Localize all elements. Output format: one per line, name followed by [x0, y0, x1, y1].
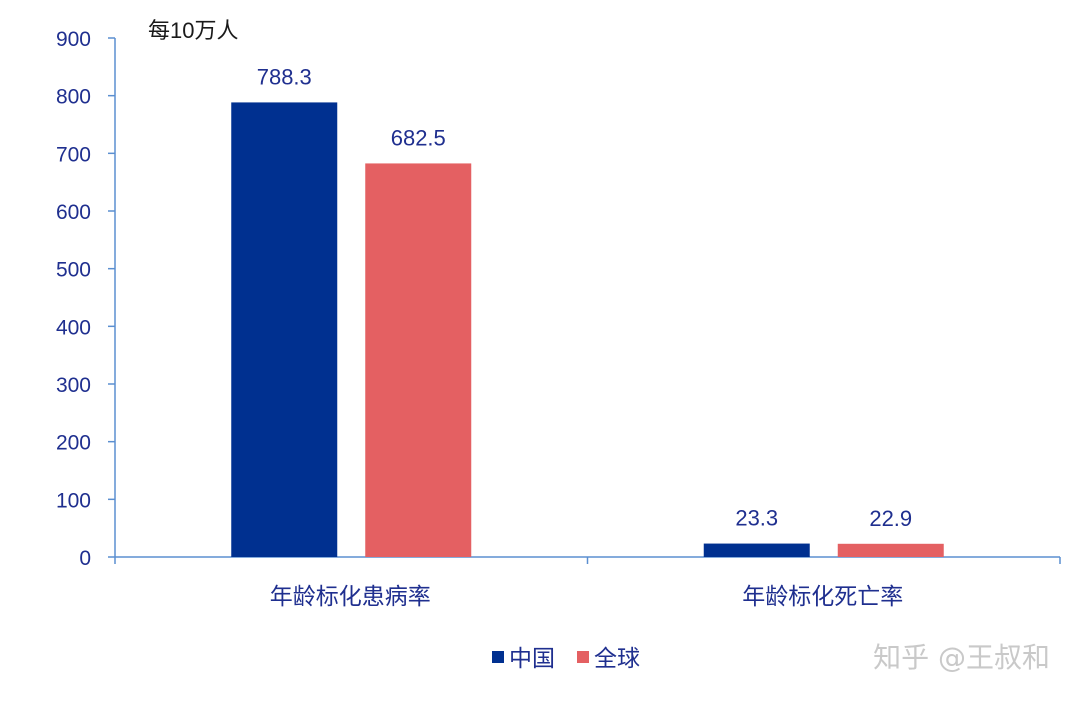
bar-全球-年龄标化患病率	[365, 163, 472, 558]
data-label: 23.3	[735, 506, 778, 531]
x-category-label: 年龄标化死亡率	[742, 583, 903, 609]
x-axis: 年龄标化患病率 年龄标化死亡率	[114, 556, 1061, 609]
legend-label: 全球	[594, 645, 640, 671]
y-tick-label: 800	[56, 86, 91, 109]
data-label: 682.5	[391, 125, 446, 150]
data-label: 788.3	[257, 64, 312, 89]
y-tick-label: 0	[79, 547, 91, 570]
bars-group: 788.3 682.5 23.3 22.9	[231, 64, 944, 558]
legend-swatch-全球	[577, 651, 589, 663]
bar-中国-年龄标化患病率	[231, 102, 338, 557]
y-axis: 0 100 200 300 400 500 600 700 800 900	[56, 28, 116, 570]
legend-swatch-中国	[492, 651, 504, 663]
y-tick-label: 100	[56, 489, 91, 512]
y-tick-label: 700	[56, 143, 91, 166]
y-tick-label: 200	[56, 432, 91, 455]
y-tick-label: 300	[56, 374, 91, 397]
y-tick-label: 900	[56, 28, 91, 51]
y-tick-label: 400	[56, 316, 91, 339]
bar-全球-年龄标化死亡率	[837, 543, 944, 557]
y-tick-label: 500	[56, 259, 91, 282]
data-label: 22.9	[869, 506, 912, 531]
y-tick-label: 600	[56, 201, 91, 224]
legend-label: 中国	[509, 645, 555, 671]
bar-中国-年龄标化死亡率	[703, 543, 810, 557]
legend: 中国 全球	[492, 645, 640, 671]
watermark: 知乎 @王叔和	[873, 641, 1050, 674]
y-unit-label: 每10万人	[148, 18, 238, 43]
x-category-label: 年龄标化患病率	[270, 583, 431, 609]
